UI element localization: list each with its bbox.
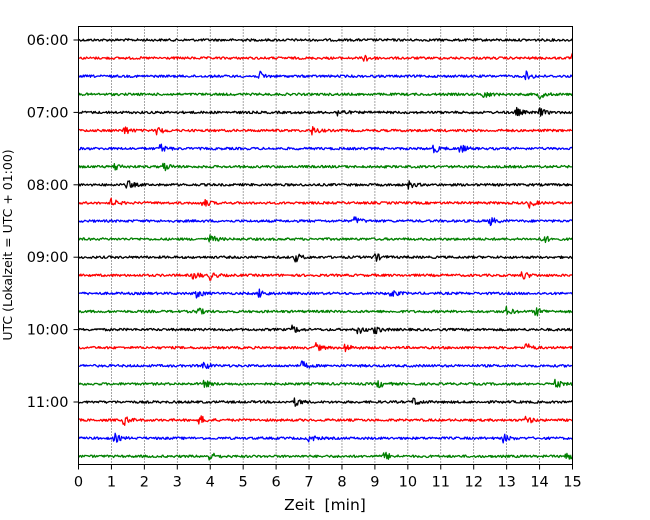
- x-tick-label-12: 12: [464, 475, 482, 491]
- trace-1000: [77, 324, 573, 335]
- trace-0715: [78, 126, 573, 136]
- x-tick-label-11: 11: [432, 475, 450, 491]
- grid-lines: [111, 26, 540, 465]
- x-tick-label-3: 3: [173, 475, 182, 491]
- trace-1145: [78, 451, 574, 461]
- trace-0645: [77, 91, 574, 100]
- trace-0630: [77, 70, 573, 81]
- trace-1115: [78, 415, 573, 426]
- trace-1045: [78, 378, 573, 389]
- x-axis-label: Zeit [min]: [284, 496, 366, 514]
- trace-0745: [78, 162, 573, 172]
- trace-0730: [78, 143, 574, 154]
- trace-1030: [78, 360, 573, 370]
- y-axis-ticks: 06:00 07:00 08:00 09:00 10:00 11:00: [27, 33, 79, 411]
- trace-0830: [77, 216, 573, 227]
- x-tick-label-8: 8: [337, 475, 346, 491]
- y-tick-label-1100: 11:00: [27, 395, 69, 411]
- trace-0700: [78, 106, 574, 117]
- x-tick-label-6: 6: [271, 475, 280, 491]
- x-tick-label-10: 10: [399, 475, 417, 491]
- x-tick-label-5: 5: [239, 475, 248, 491]
- trace-0900: [77, 253, 573, 263]
- x-tick-label-7: 7: [304, 475, 313, 491]
- y-tick-label-1000: 10:00: [27, 323, 69, 339]
- x-tick-label-1: 1: [107, 475, 116, 491]
- trace-0815: [78, 197, 574, 209]
- y-axis-label: UTC (Lokalzeit = UTC + 01:00): [0, 149, 15, 340]
- trace-0930: [78, 288, 574, 299]
- y-tick-label-0700: 07:00: [27, 105, 69, 121]
- trace-series: [77, 38, 574, 461]
- y-tick-label-0800: 08:00: [27, 178, 69, 194]
- trace-0800: [77, 180, 574, 190]
- trace-0945: [77, 305, 574, 317]
- trace-1130: [78, 432, 574, 444]
- y-tick-label-0600: 06:00: [27, 33, 69, 49]
- x-tick-label-2: 2: [140, 475, 149, 491]
- x-tick-label-14: 14: [530, 475, 548, 491]
- x-tick-label-0: 0: [74, 475, 83, 491]
- trace-0915: [77, 271, 573, 281]
- x-tick-label-4: 4: [206, 475, 215, 491]
- x-axis-ticks: 0 1 2 3 4 5 6 7 8 9 10 11 12 13 14 15: [74, 464, 582, 491]
- trace-1015: [78, 342, 574, 353]
- x-tick-label-13: 13: [497, 475, 515, 491]
- trace-1100: [78, 397, 574, 407]
- plot-frame: [78, 26, 573, 465]
- y-tick-label-0900: 09:00: [27, 250, 69, 266]
- x-tick-label-9: 9: [370, 475, 379, 491]
- trace-0600: [78, 38, 574, 42]
- trace-0615: [78, 52, 574, 62]
- x-tick-label-15: 15: [563, 475, 581, 491]
- trace-0845: [78, 234, 574, 244]
